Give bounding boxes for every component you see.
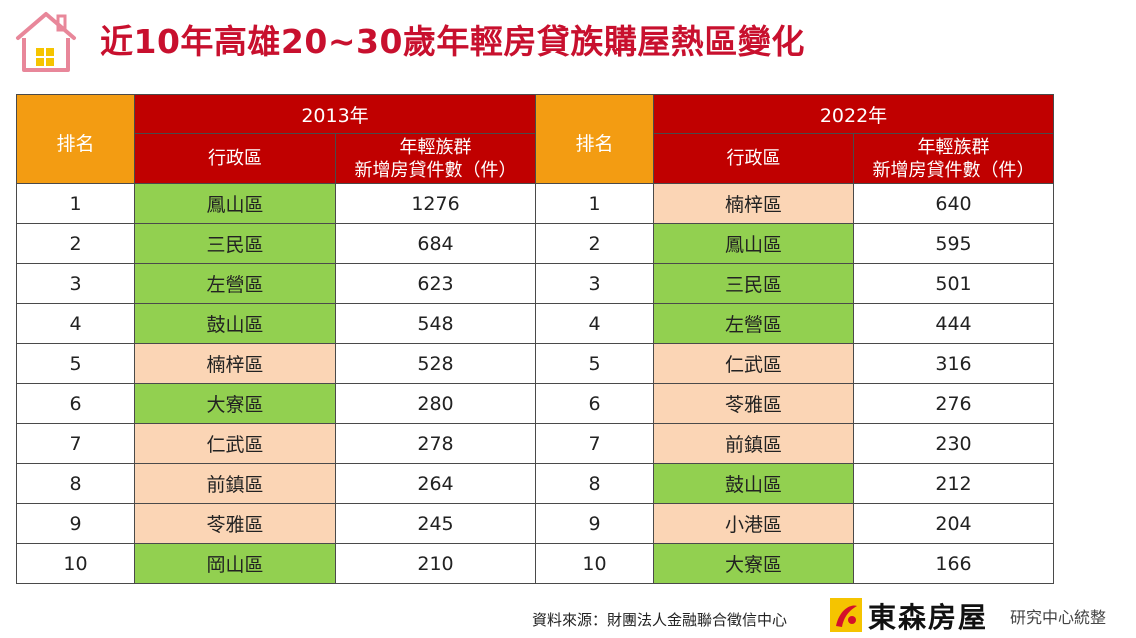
table-row: 6 大寮區 280 6 苓雅區 276 — [16, 383, 1054, 424]
district-cell-2022: 三民區 — [653, 263, 854, 304]
count-cell-2013: 264 — [335, 463, 536, 504]
district-cell-2013: 仁武區 — [134, 423, 336, 464]
rank-cell: 7 — [535, 423, 654, 464]
rank-cell: 10 — [535, 543, 654, 584]
district-cell-2013: 三民區 — [134, 223, 336, 264]
count-cell-2013: 280 — [335, 383, 536, 424]
district-cell-2022: 仁武區 — [653, 343, 854, 384]
ranking-table: 排名 2013年 排名 2022年 行政區 年輕族群 新增房貸件數（件） 行政區… — [16, 94, 1054, 584]
credit-text: 研究中心統整 — [1010, 608, 1107, 627]
count-cell-2022: 230 — [853, 423, 1054, 464]
rank-cell: 3 — [535, 263, 654, 304]
rank-cell: 4 — [16, 303, 135, 344]
rank-cell: 7 — [16, 423, 135, 464]
table-row: 9 苓雅區 245 9 小港區 204 — [16, 503, 1054, 544]
district-cell-2022: 苓雅區 — [653, 383, 854, 424]
count-cell-2013: 210 — [335, 543, 536, 584]
count-cell-2013: 623 — [335, 263, 536, 304]
house-icon — [16, 12, 76, 72]
count-cell-2022: 501 — [853, 263, 1054, 304]
table-row: 7 仁武區 278 7 前鎮區 230 — [16, 423, 1054, 464]
rank-header-left: 排名 — [16, 94, 135, 184]
count-cell-2022: 212 — [853, 463, 1054, 504]
count-cell-2022: 276 — [853, 383, 1054, 424]
count-header-left: 年輕族群 新增房貸件數（件） — [335, 133, 536, 184]
count-header-line1: 年輕族群 — [917, 136, 990, 158]
count-header-line2: 新增房貸件數（件） — [872, 159, 1035, 181]
district-cell-2013: 鳳山區 — [134, 183, 336, 224]
rank-cell: 9 — [535, 503, 654, 544]
district-cell-2022: 鳳山區 — [653, 223, 854, 264]
page-title: 近10年高雄20~30歲年輕房貸族購屋熱區變化 — [100, 22, 805, 61]
table-row: 2 三民區 684 2 鳳山區 595 — [16, 223, 1054, 264]
rank-cell: 5 — [535, 343, 654, 384]
year-header-2013: 2013年 — [134, 94, 536, 134]
table-row: 8 前鎮區 264 8 鼓山區 212 — [16, 463, 1054, 504]
count-header-line2: 新增房貸件數（件） — [354, 159, 517, 181]
count-cell-2013: 548 — [335, 303, 536, 344]
count-cell-2022: 640 — [853, 183, 1054, 224]
count-header-line1: 年輕族群 — [399, 136, 472, 158]
district-cell-2022: 小港區 — [653, 503, 854, 544]
rank-cell: 10 — [16, 543, 135, 584]
district-cell-2022: 左營區 — [653, 303, 854, 344]
table-row: 3 左營區 623 3 三民區 501 — [16, 263, 1054, 304]
rank-cell: 8 — [535, 463, 654, 504]
district-cell-2022: 楠梓區 — [653, 183, 854, 224]
count-cell-2013: 528 — [335, 343, 536, 384]
district-cell-2022: 大寮區 — [653, 543, 854, 584]
data-source: 資料來源：財團法人金融聯合徵信中心 — [532, 611, 788, 629]
count-cell-2022: 166 — [853, 543, 1054, 584]
year-header-2022: 2022年 — [653, 94, 1054, 134]
count-cell-2013: 1276 — [335, 183, 536, 224]
district-cell-2013: 大寮區 — [134, 383, 336, 424]
count-cell-2022: 204 — [853, 503, 1054, 544]
brand-logo-icon — [830, 598, 862, 632]
rank-cell: 8 — [16, 463, 135, 504]
table-row: 1 鳳山區 1276 1 楠梓區 640 — [16, 183, 1054, 224]
district-cell-2022: 前鎮區 — [653, 423, 854, 464]
rank-cell: 1 — [535, 183, 654, 224]
rank-cell: 5 — [16, 343, 135, 384]
district-cell-2022: 鼓山區 — [653, 463, 854, 504]
district-cell-2013: 鼓山區 — [134, 303, 336, 344]
district-cell-2013: 苓雅區 — [134, 503, 336, 544]
rank-cell: 3 — [16, 263, 135, 304]
table-row: 10 岡山區 210 10 大寮區 166 — [16, 543, 1054, 584]
district-cell-2013: 左營區 — [134, 263, 336, 304]
count-header-right: 年輕族群 新增房貸件數（件） — [853, 133, 1054, 184]
district-cell-2013: 岡山區 — [134, 543, 336, 584]
count-cell-2013: 278 — [335, 423, 536, 464]
rank-cell: 9 — [16, 503, 135, 544]
count-cell-2022: 595 — [853, 223, 1054, 264]
footer — [398, 602, 1136, 638]
count-cell-2013: 684 — [335, 223, 536, 264]
count-cell-2022: 444 — [853, 303, 1054, 344]
district-cell-2013: 楠梓區 — [134, 343, 336, 384]
table-row: 4 鼓山區 548 4 左營區 444 — [16, 303, 1054, 344]
brand-name: 東森房屋 — [868, 601, 989, 634]
rank-cell: 2 — [16, 223, 135, 264]
count-cell-2013: 245 — [335, 503, 536, 544]
district-cell-2013: 前鎮區 — [134, 463, 336, 504]
rank-cell: 4 — [535, 303, 654, 344]
rank-cell: 6 — [16, 383, 135, 424]
rank-cell: 1 — [16, 183, 135, 224]
rank-header-right: 排名 — [535, 94, 654, 184]
rank-cell: 6 — [535, 383, 654, 424]
rank-cell: 2 — [535, 223, 654, 264]
count-cell-2022: 316 — [853, 343, 1054, 384]
table-row: 5 楠梓區 528 5 仁武區 316 — [16, 343, 1054, 384]
district-header-left: 行政區 — [134, 133, 336, 184]
district-header-right: 行政區 — [653, 133, 854, 184]
